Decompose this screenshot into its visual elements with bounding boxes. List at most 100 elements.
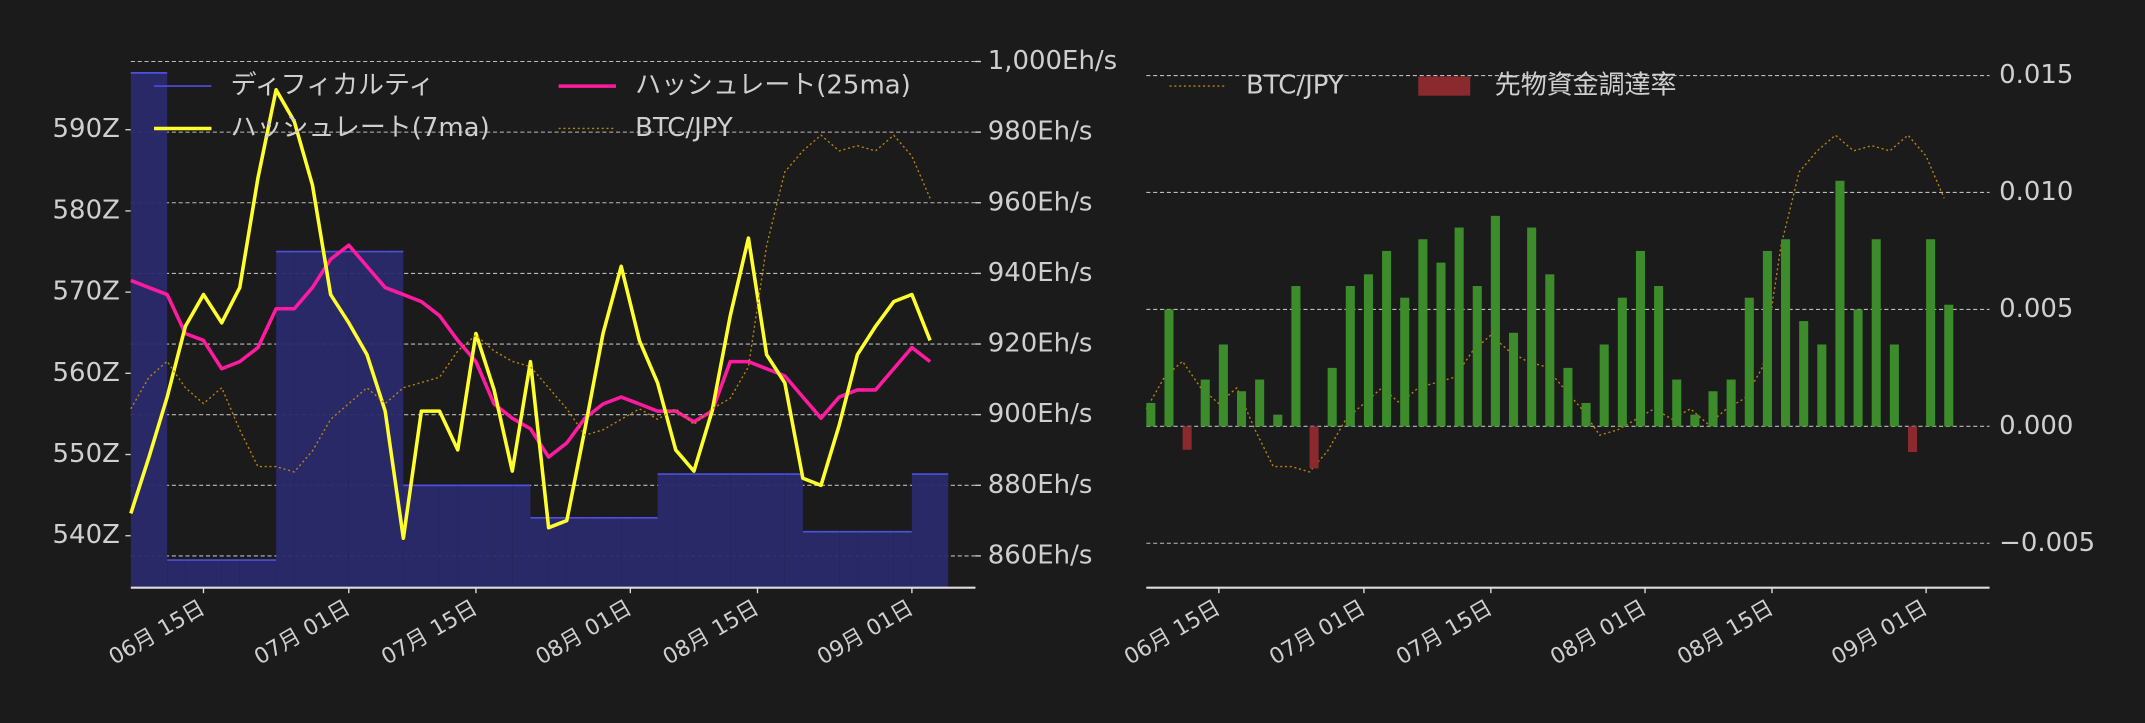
funding-bar — [1853, 309, 1863, 427]
difficulty-area — [857, 531, 876, 588]
y2-tick-label: 860Eh/s — [988, 540, 1093, 570]
difficulty-area — [675, 474, 694, 588]
x-tick-label: 07月 15日 — [1392, 596, 1497, 671]
funding-bar — [1382, 250, 1392, 427]
difficulty-area — [548, 517, 567, 588]
x-tick-label: 06月 15日 — [105, 596, 210, 671]
difficulty-area — [439, 485, 458, 588]
funding-bar — [1599, 344, 1609, 427]
funding-bar — [1744, 297, 1754, 427]
funding-bar — [1762, 250, 1772, 427]
funding-bar — [1472, 286, 1482, 427]
y2-tick-label: 960Eh/s — [988, 187, 1093, 217]
y2-tick-label: 980Eh/s — [988, 117, 1093, 147]
funding-bar — [1309, 426, 1319, 469]
y-tick-label: 540Z — [53, 520, 120, 550]
difficulty-area — [403, 485, 422, 588]
y-tick-label: 0.005 — [1999, 294, 2073, 324]
difficulty-area — [457, 485, 476, 588]
x-tick-label: 08月 01日 — [532, 596, 637, 671]
difficulty-area — [584, 517, 604, 588]
funding-bar — [1436, 262, 1446, 427]
difficulty-area — [294, 251, 313, 588]
funding-bar — [1944, 304, 1954, 427]
difficulty-area — [893, 531, 912, 588]
x-tick-label: 06月 15日 — [1120, 596, 1225, 671]
funding-bar — [1164, 309, 1174, 427]
funding-bar — [1726, 379, 1736, 427]
funding-bar — [1654, 286, 1664, 427]
difficulty-area — [512, 485, 531, 588]
difficulty-area — [366, 251, 386, 588]
difficulty-area — [221, 560, 240, 588]
series-line — [130, 134, 931, 473]
panel: ディフィカルティ ハッシュレート(25ma) ハッシュレート(7ma) BTC/JPY — [125, 60, 981, 594]
legend-label: BTC/JPY — [1246, 71, 1344, 101]
y2-tick-label: 880Eh/s — [988, 470, 1093, 500]
difficulty-area — [875, 531, 894, 588]
difficulty-area — [766, 474, 785, 588]
funding-bar — [1255, 379, 1265, 427]
funding-bar — [1871, 239, 1881, 427]
funding-bar — [1146, 402, 1156, 427]
difficulty-area — [330, 251, 349, 588]
difficulty-area — [603, 517, 622, 588]
funding-bar — [1889, 344, 1899, 427]
funding-bar — [1327, 367, 1337, 427]
funding-bar — [1454, 227, 1464, 427]
difficulty-area — [730, 474, 749, 588]
funding-bar — [1400, 297, 1410, 427]
y-tick-label: 590Z — [53, 114, 120, 144]
funding-bar — [1182, 426, 1192, 450]
funding-bar — [1273, 414, 1283, 427]
funding-bar — [1563, 367, 1573, 427]
funding-bar — [1363, 274, 1373, 427]
series-line — [130, 243, 932, 459]
difficulty-area — [203, 560, 222, 588]
funding-bar — [1200, 379, 1210, 427]
y-tick-label: 570Z — [53, 277, 120, 307]
difficulty-area — [239, 560, 258, 588]
y2-tick-label: 940Eh/s — [988, 258, 1093, 288]
x-tick-label: 09月 01日 — [1828, 596, 1933, 671]
funding-bar — [1418, 239, 1428, 427]
difficulty-area — [712, 474, 731, 588]
y-tick-label: 0.015 — [1999, 60, 2073, 90]
funding-bar — [1581, 402, 1591, 427]
difficulty-area — [930, 474, 949, 588]
difficulty-area — [821, 531, 840, 588]
difficulty-area — [748, 474, 767, 588]
funding-bar — [1218, 344, 1228, 427]
difficulty-area — [839, 531, 858, 588]
legend-label: ハッシュレート(7ma) — [231, 113, 490, 143]
y-tick-label: 550Z — [53, 439, 120, 469]
series-line — [129, 88, 932, 540]
funding-bar — [1690, 414, 1700, 427]
funding-bar — [1527, 227, 1537, 427]
difficulty-area — [475, 485, 495, 588]
panel: BTC/JPY 先物資金調達率 — [1145, 71, 1990, 594]
x-tick-label: 07月 01日 — [250, 596, 355, 671]
funding-bar — [1672, 379, 1682, 427]
x-tick-label: 07月 01日 — [1265, 596, 1370, 671]
funding-bar — [1545, 274, 1555, 427]
funding-bar — [1817, 344, 1827, 427]
legend-label: 先物資金調達率 — [1495, 71, 1677, 101]
x-tick-label: 09月 01日 — [813, 596, 918, 671]
difficulty-area — [348, 251, 367, 588]
difficulty-area — [167, 560, 186, 588]
funding-bar — [1781, 239, 1791, 427]
y-tick-label: 560Z — [53, 358, 120, 388]
x-tick-label: 08月 15日 — [659, 596, 764, 671]
difficulty-area — [802, 531, 822, 588]
difficulty-area — [621, 517, 640, 588]
funding-bar — [1926, 239, 1936, 427]
difficulty-area — [257, 560, 277, 588]
funding-bar — [1509, 332, 1519, 427]
difficulty-area — [130, 72, 149, 588]
difficulty-area — [784, 474, 803, 588]
difficulty-area — [566, 517, 585, 588]
funding-bar — [1708, 391, 1718, 427]
